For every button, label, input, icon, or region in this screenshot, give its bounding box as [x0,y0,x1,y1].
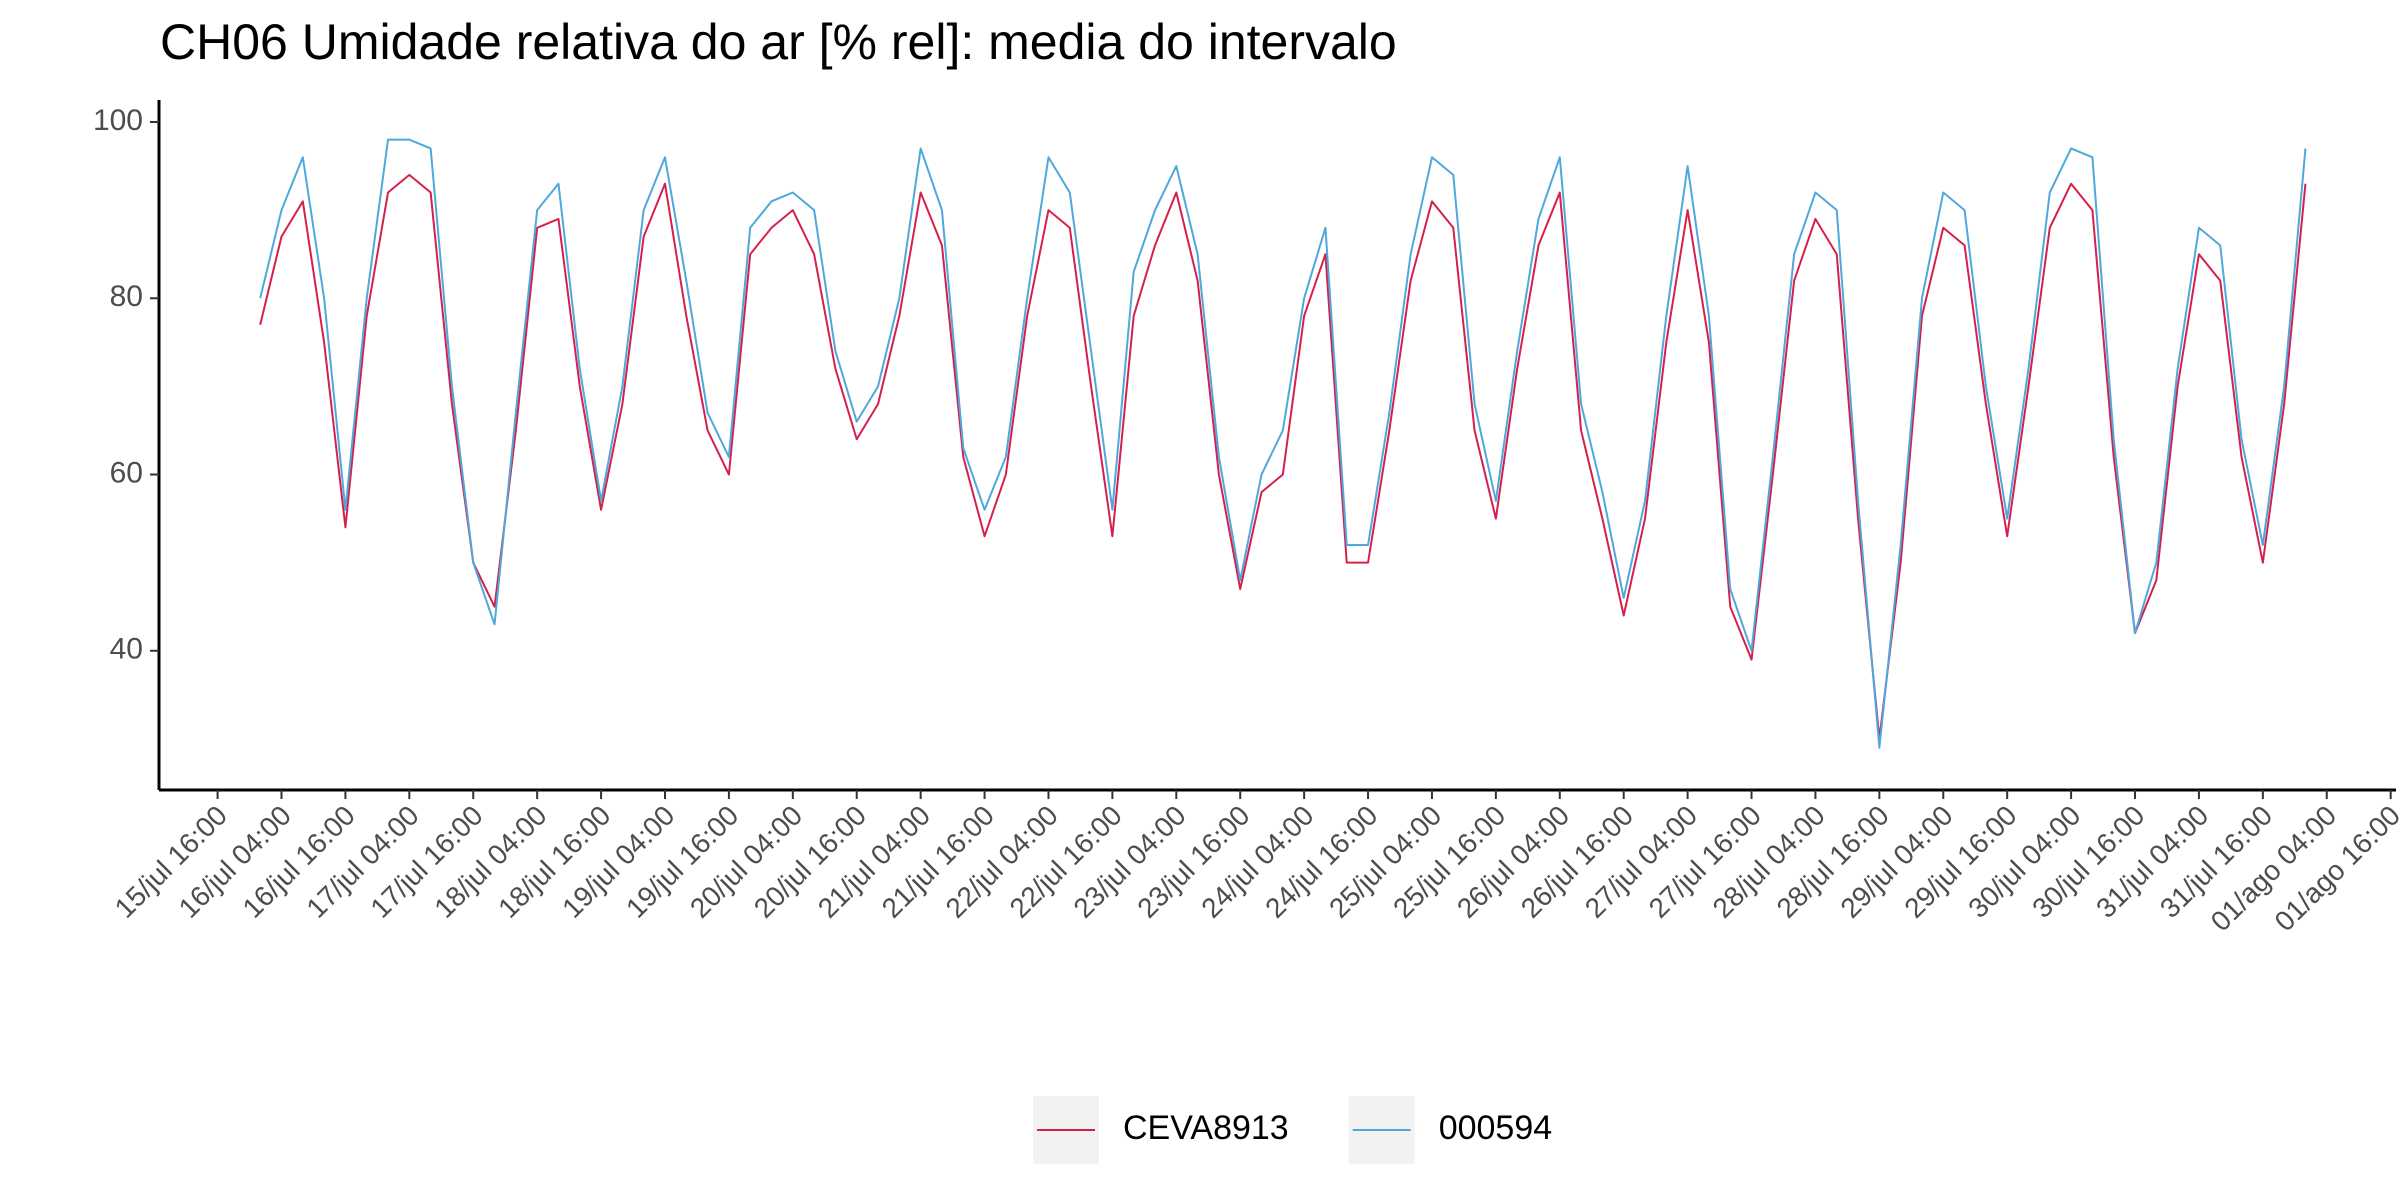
y-tick-label: 80 [110,280,143,313]
y-tick-label: 60 [110,456,143,489]
legend-label: CEVA8913 [1123,1109,1289,1147]
y-tick-label: 40 [110,633,143,666]
series-line [259,173,2307,740]
legend-label: 000594 [1439,1109,1552,1147]
chart-title: CH06 Umidade relativa do ar [% rel]: med… [160,14,1397,70]
series-line [259,138,2307,749]
y-tick-label: 100 [93,104,143,137]
